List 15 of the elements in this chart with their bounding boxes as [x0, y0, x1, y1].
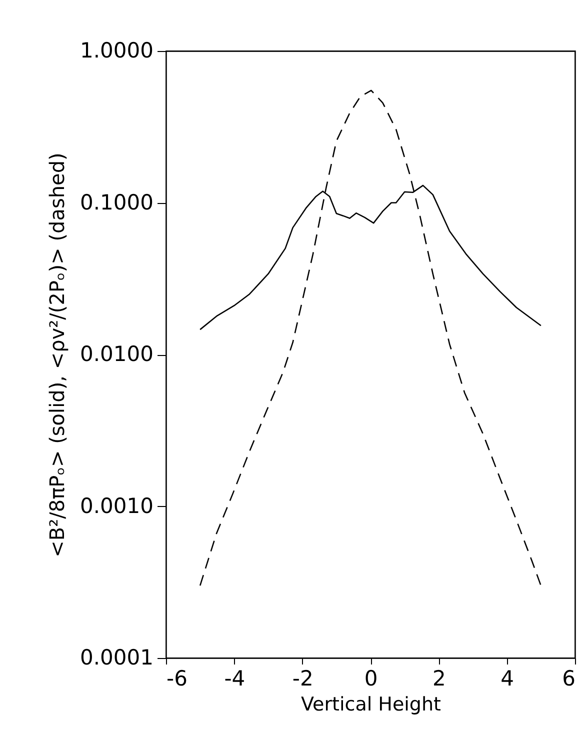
x-tick-label: 4 — [500, 666, 514, 690]
y-tick-label: 0.0100 — [80, 342, 154, 366]
x-axis-title: Vertical Height — [301, 694, 441, 716]
x-tick-label: -6 — [166, 666, 188, 690]
x-tick-label: 0 — [364, 666, 378, 690]
x-tick-label: 6 — [562, 666, 576, 690]
x-tick-label: -2 — [292, 666, 314, 690]
x-tick-label: -4 — [224, 666, 246, 690]
y-tick-label: 0.0010 — [80, 494, 154, 518]
x-tick-label: 2 — [432, 666, 446, 690]
y-axis-title: <B²/8πPₒ> (solid), <ρv²/(2Pₒ)> (dashed) — [45, 152, 70, 558]
y-tick-label: 0.0001 — [80, 646, 154, 670]
y-tick-label: 0.1000 — [80, 190, 154, 214]
y-tick-label: 1.0000 — [80, 38, 154, 62]
line-series — [199, 90, 542, 586]
